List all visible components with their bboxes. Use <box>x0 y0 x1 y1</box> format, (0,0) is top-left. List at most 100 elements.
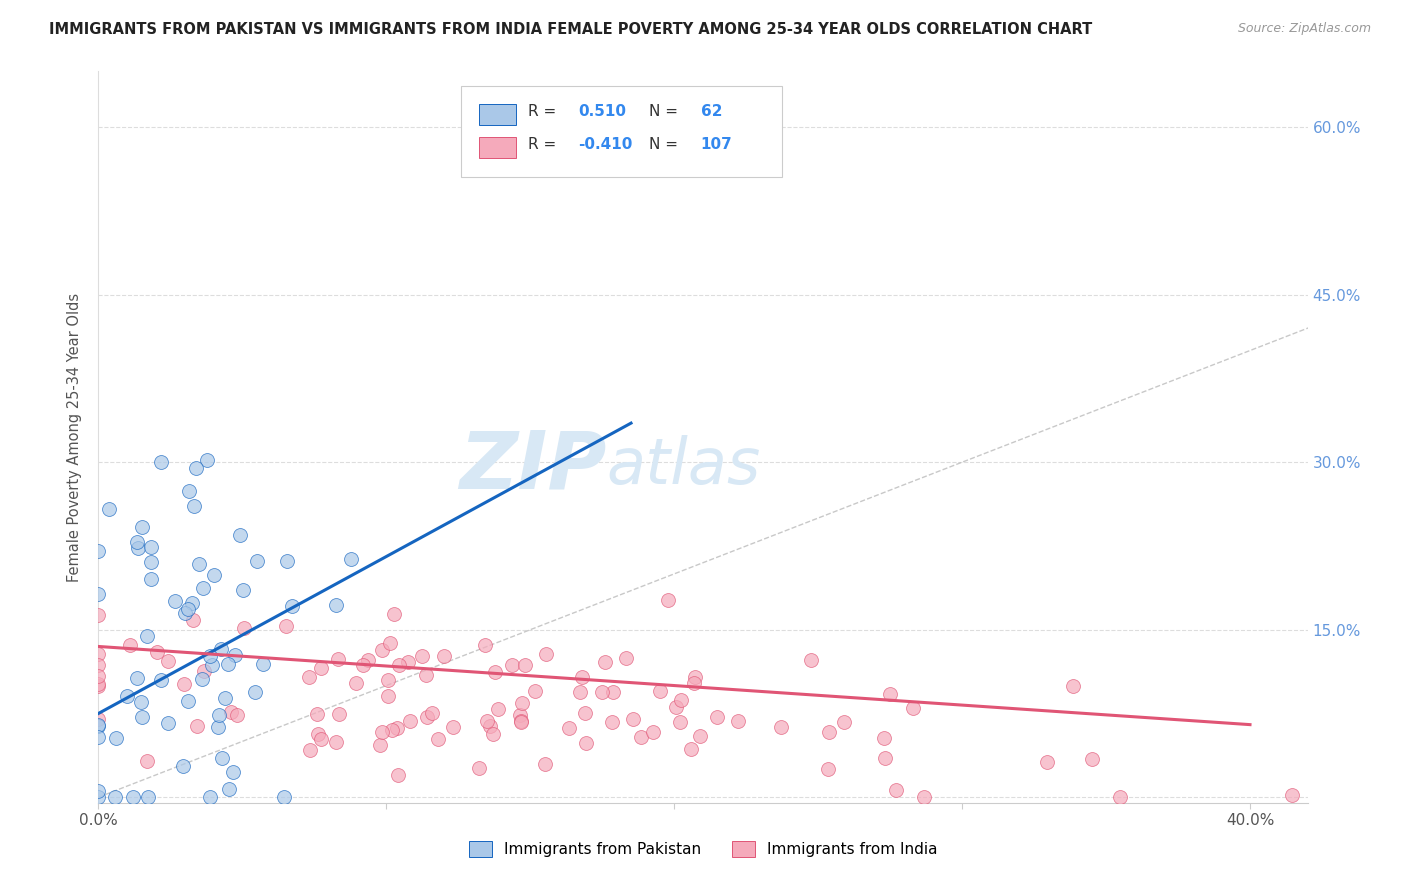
Point <box>683 676 706 690</box>
Point <box>432 648 454 663</box>
Point <box>307 726 329 740</box>
Text: 62: 62 <box>700 104 723 120</box>
Point <box>87 679 110 693</box>
Point <box>246 554 269 568</box>
Text: 0.510: 0.510 <box>578 104 627 120</box>
Point <box>484 665 506 679</box>
Point <box>135 754 157 768</box>
Point <box>87 784 110 798</box>
Point <box>198 649 221 664</box>
Text: 107: 107 <box>700 137 733 152</box>
Point <box>668 715 690 730</box>
Point <box>179 483 201 498</box>
Point <box>879 687 901 701</box>
Point <box>309 661 332 675</box>
Point <box>141 572 163 586</box>
Point <box>568 685 591 699</box>
Point <box>912 790 935 805</box>
Point <box>614 650 637 665</box>
Point <box>219 705 242 719</box>
Point <box>217 657 239 672</box>
Point <box>875 751 897 765</box>
Point <box>135 629 157 643</box>
Point <box>87 607 110 622</box>
Point <box>501 658 523 673</box>
Text: N =: N = <box>648 104 678 120</box>
Point <box>274 619 297 633</box>
Point <box>201 657 224 672</box>
Point <box>157 715 180 730</box>
Point <box>149 673 172 688</box>
Point <box>689 729 711 743</box>
Point <box>165 594 187 608</box>
Point <box>524 684 547 698</box>
Point <box>87 731 110 745</box>
Point <box>214 690 236 705</box>
Point <box>209 641 232 656</box>
Point <box>817 762 839 776</box>
FancyBboxPatch shape <box>461 86 782 178</box>
Point <box>193 664 215 678</box>
Point <box>593 655 616 669</box>
Point <box>87 717 110 731</box>
Point <box>129 694 152 708</box>
Point <box>352 658 374 673</box>
Point <box>1036 755 1059 769</box>
Point <box>87 669 110 683</box>
Point <box>104 731 127 745</box>
Point <box>173 606 195 620</box>
Point <box>177 694 200 708</box>
Point <box>643 725 665 739</box>
Point <box>368 739 391 753</box>
Point <box>370 642 392 657</box>
Point <box>468 760 491 774</box>
Text: atlas: atlas <box>606 435 761 498</box>
Point <box>399 714 422 728</box>
Point <box>770 720 793 734</box>
Point <box>1281 788 1303 802</box>
Point <box>478 719 501 733</box>
Point <box>195 453 218 467</box>
Point <box>87 658 110 673</box>
Point <box>510 696 533 710</box>
Point <box>378 636 401 650</box>
Point <box>509 714 531 729</box>
Point <box>706 709 728 723</box>
Point <box>243 685 266 699</box>
Point <box>884 783 907 797</box>
Point <box>486 702 509 716</box>
Point <box>665 699 688 714</box>
Point <box>187 557 209 571</box>
Point <box>1108 790 1130 805</box>
Point <box>121 790 143 805</box>
Point <box>325 598 347 612</box>
Point <box>387 721 409 735</box>
Point <box>683 670 706 684</box>
Text: IMMIGRANTS FROM PAKISTAN VS IMMIGRANTS FROM INDIA FEMALE POVERTY AMONG 25-34 YEA: IMMIGRANTS FROM PAKISTAN VS IMMIGRANTS F… <box>49 22 1092 37</box>
Point <box>411 649 433 664</box>
Point <box>298 670 321 684</box>
Point <box>87 790 110 805</box>
Point <box>202 568 225 582</box>
Point <box>183 613 205 627</box>
Point <box>510 714 533 729</box>
Point <box>228 528 250 542</box>
Point <box>382 607 405 622</box>
Point <box>307 707 329 722</box>
Text: N =: N = <box>648 137 678 152</box>
Point <box>186 719 208 733</box>
Point <box>422 706 444 720</box>
Point <box>127 541 149 555</box>
Point <box>207 720 229 734</box>
Point <box>172 758 194 772</box>
Point <box>681 742 703 756</box>
Point <box>232 582 254 597</box>
Legend: Immigrants from Pakistan, Immigrants from India: Immigrants from Pakistan, Immigrants fro… <box>468 840 938 857</box>
Point <box>177 602 200 616</box>
Point <box>184 461 207 475</box>
Point <box>1062 679 1084 693</box>
Point <box>381 723 404 737</box>
Point <box>104 790 127 805</box>
Point <box>575 736 598 750</box>
Point <box>273 790 295 805</box>
